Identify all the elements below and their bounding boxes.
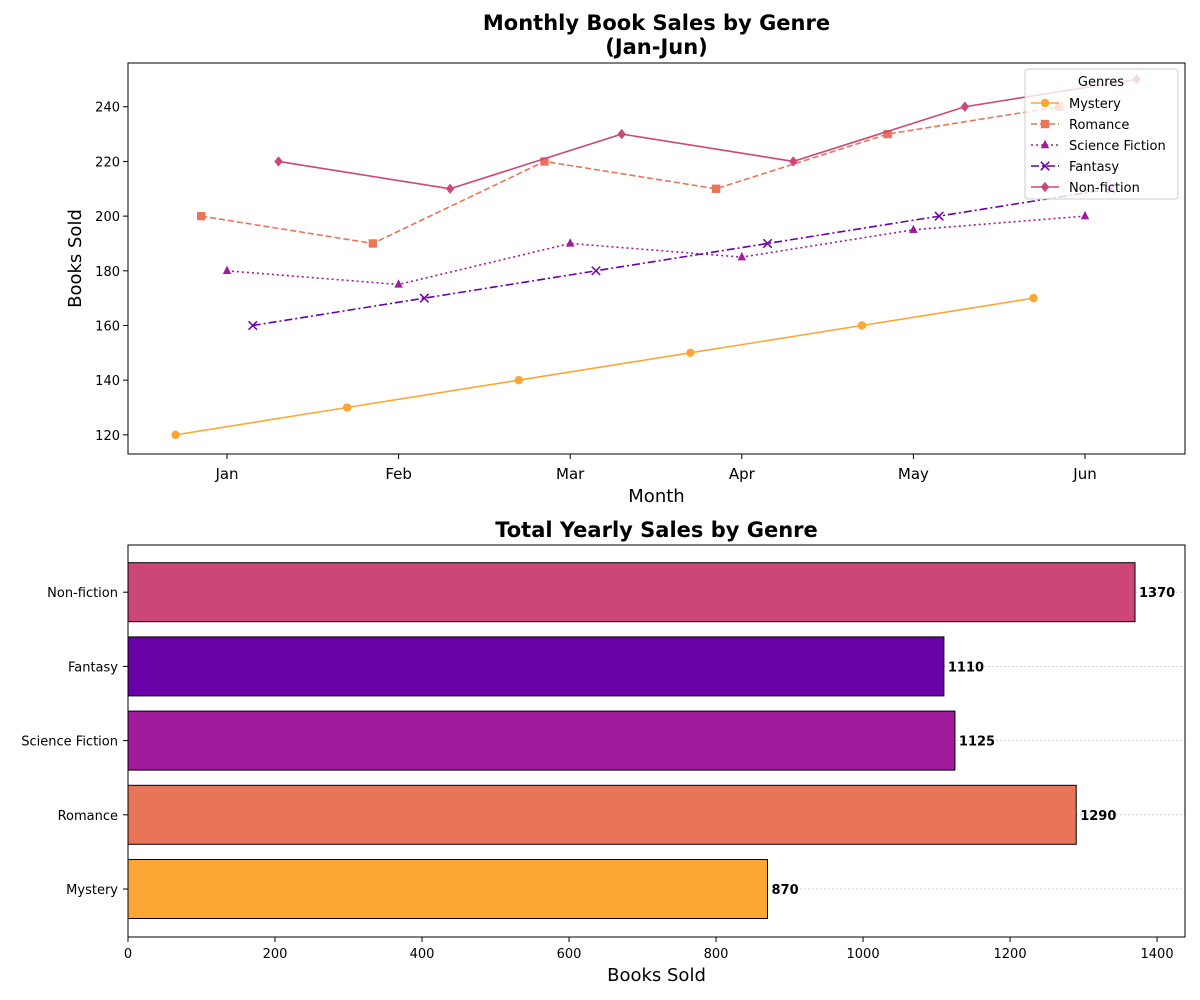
x-tick-label-600: 600 [557,947,582,962]
legend-label-fantasy: Fantasy [1069,160,1119,175]
line-chart: Monthly Book Sales by Genre(Jan-Jun) 120 1… [65,11,1186,507]
x-tick-label-0: 0 [124,947,132,962]
point-mystery-feb [342,403,352,412]
point-mystery-apr [686,348,695,358]
legend-marker-science-fiction [1040,139,1050,149]
point-fantasy-feb [419,293,430,303]
bar-romance [127,784,1077,845]
legend: Genres Mystery Romance Science Fiction Fanta… [1024,68,1179,200]
x-tick-label-1400: 1400 [1141,947,1174,962]
legend-label-romance: Romance [1069,118,1129,133]
legend-marker-fantasy [1040,161,1050,171]
chart-title-line-2: (Jan-Jun) [605,35,708,59]
plot-frame-bottom [127,544,1186,938]
x-axis-label: Month [628,486,684,507]
point-fantasy-may [934,211,944,221]
y-tick-label-240: 240 [95,101,120,116]
bar-non-fiction [127,562,1136,623]
point-romance-jan [197,211,206,221]
bar-chart: Total Yearly Sales by Genre 870 Mystery 129… [21,518,1186,986]
bar-value-label-romance: 1290 [1080,809,1116,824]
series-fantasy [248,184,1116,331]
y-tick-label-220: 220 [95,155,120,170]
x-tick-label-1200: 1200 [994,947,1027,962]
x-tick-label-1000: 1000 [847,947,880,962]
x-tick-label-jun: Jun [1072,465,1096,483]
legend-label-non-fiction: Non-fiction [1069,181,1140,196]
point-science-fiction-jun [1080,210,1090,220]
series-science-fiction [222,210,1090,288]
series-romance [197,102,1064,248]
y-tick-label-mystery: Mystery [66,883,118,898]
legend-box [1024,68,1179,200]
point-mystery-may [857,321,867,330]
bar-mystery [127,859,768,919]
point-fantasy-mar [591,266,601,276]
bar-value-label-non-fiction: 1370 [1139,586,1175,601]
point-non-fiction-apr [789,156,798,167]
y-tick-label-non-fiction: Non-fiction [47,586,118,601]
series-line-non-fiction [278,78,1137,190]
bar-value-label-science-fiction: 1125 [959,735,995,750]
series-line-mystery [175,297,1034,436]
point-science-fiction-may [909,224,918,233]
plot-frame-top [127,62,1186,455]
y-tick-label-140: 140 [95,374,120,389]
y-tick-label-science-fiction: Science Fiction [21,735,118,750]
chart-title-line-1: Monthly Book Sales by Genre [483,11,830,35]
point-non-fiction-feb [445,183,455,194]
y-tick-label-fantasy: Fantasy [68,660,118,675]
x-tick-label-mar: Mar [556,465,585,483]
x-tick-label-feb: Feb [385,465,412,483]
y-tick-label-200: 200 [95,210,120,225]
point-non-fiction-jan [274,156,283,167]
point-science-fiction-apr [737,251,746,261]
series-mystery [171,293,1038,440]
series-line-fantasy [252,187,1111,327]
y-tick-label-180: 180 [95,265,120,280]
point-science-fiction-mar [566,238,575,247]
x-tick-label-jan: Jan [214,465,238,483]
y-tick-label-120: 120 [95,429,120,444]
x-tick-label-200: 200 [263,947,288,962]
legend-marker-non-fiction [1040,181,1050,193]
bar-value-label-mystery: 870 [771,883,798,898]
x-tick-label-may: May [898,465,929,483]
series-line-romance [201,105,1060,245]
y-axis-label: Books Sold [65,209,86,308]
y-tick-label-160: 160 [95,319,120,334]
bar-science-fiction [127,710,956,771]
y-tick-label-romance: Romance [58,809,118,824]
point-romance-feb [368,239,378,248]
bar-fantasy [127,636,945,697]
x-tick-label-400: 400 [410,947,435,962]
legend-title: Genres [1078,75,1124,90]
bar-chart-title: Total Yearly Sales by Genre [495,518,818,542]
legend-marker-mystery [1040,98,1050,108]
point-romance-apr [711,184,721,193]
legend-label-science-fiction: Science Fiction [1069,139,1166,154]
point-science-fiction-jan [222,265,232,275]
point-mystery-jun [1029,293,1038,303]
legend-marker-romance [1040,119,1050,129]
series-line-science-fiction [226,215,1086,286]
point-science-fiction-feb [394,279,403,288]
point-romance-may [883,129,892,139]
series-non-fiction [274,74,1141,194]
legend-label-mystery: Mystery [1069,97,1121,112]
x-tick-label-apr: Apr [729,465,756,483]
x-tick-label-800: 800 [704,947,729,962]
point-mystery-jan [171,430,180,440]
point-non-fiction-mar [617,128,626,140]
point-non-fiction-may [960,101,970,112]
bar-value-label-fantasy: 1110 [948,660,984,675]
bar-x-axis-label: Books Sold [607,965,706,986]
point-fantasy-jan [248,320,258,331]
point-mystery-mar [514,375,523,385]
point-fantasy-apr [762,238,773,249]
point-romance-mar [540,157,549,166]
